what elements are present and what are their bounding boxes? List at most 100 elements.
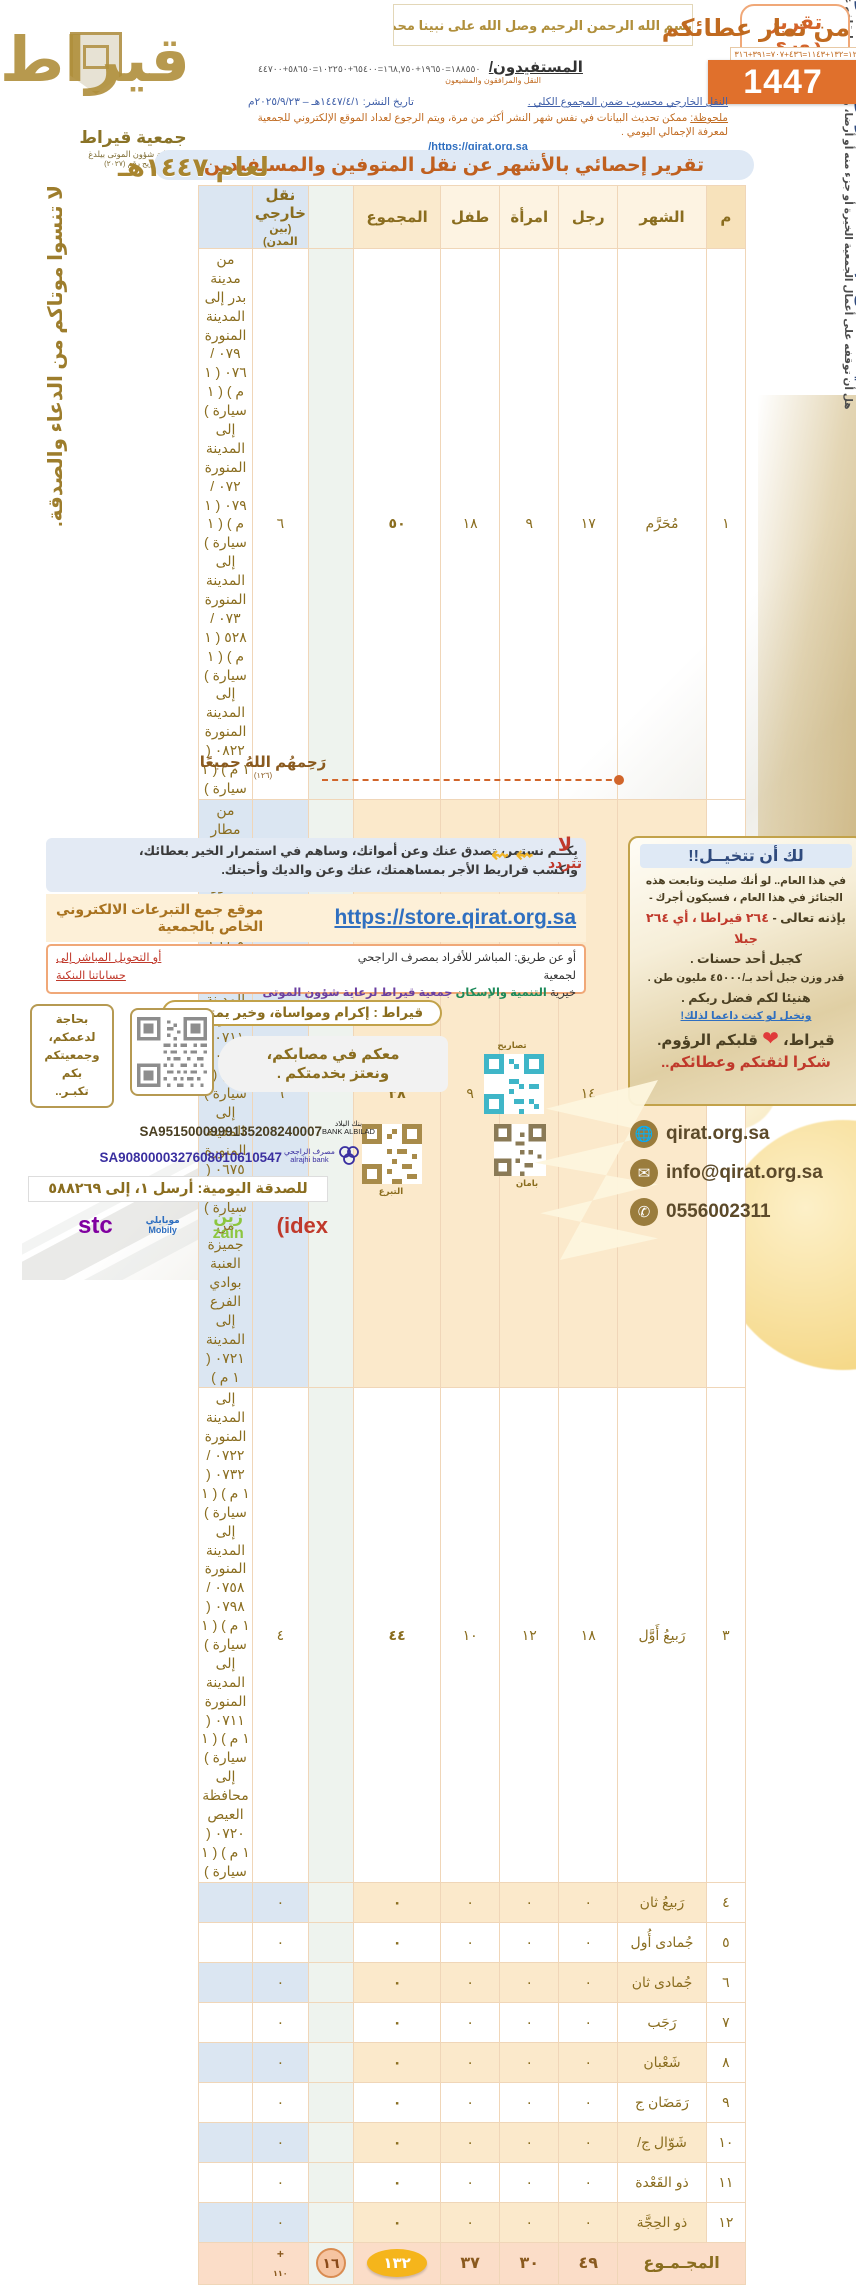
cell-total: ٠: [332, 2122, 419, 2162]
contact-email[interactable]: info@qirat.org.sa: [644, 1162, 801, 1184]
cell-month: رَمَضَان ج: [596, 2082, 685, 2122]
totals-label: المجـمـوع: [596, 2242, 724, 2284]
qirat-calligraphy-mark: قيراط: [38, 30, 168, 135]
footnote-label: ملحوظة:: [668, 113, 706, 124]
charity-option-2: التنمية والإسكان: [434, 987, 525, 999]
need-support-line4: بكم: [40, 1065, 60, 1083]
charity-option-3: جمعية قيراط لرعاية شؤون الموتى: [241, 987, 431, 999]
imagine-heading: لك أن تتخيــل!!: [618, 844, 830, 868]
cell-total: ٠: [332, 1962, 419, 2002]
table-row: ١١ ذو القَعْدة ٠ ٠ ٠ ٠ ٠: [177, 2162, 724, 2202]
table-row: ٨ شَعْبان ٠ ٠ ٠ ٠ ٠: [177, 2042, 724, 2082]
whatsapp-icon: ✆: [608, 1198, 636, 1226]
cell-women: ٠: [478, 1962, 537, 2002]
cell-external-detail: [177, 1962, 231, 2002]
totals-men: ٤٩: [537, 2242, 596, 2284]
cell-total: ٠: [332, 1882, 419, 1922]
cell-idx: ٣: [684, 1388, 723, 1882]
cell-month: ذو القَعْدة: [596, 2162, 685, 2202]
cell-women: ٠: [478, 2162, 537, 2202]
cell-total: ٠: [332, 2202, 419, 2242]
contact-row-phone[interactable]: 0556002311 ✆: [608, 1198, 838, 1226]
th-external-main: نقل خارجي: [231, 186, 286, 222]
daily-sadaqa-sms: للصدقة اليومية: أرسل ١، إلى ٥٨٨٢٦٩: [6, 1176, 306, 1202]
cell-ext: ٠: [230, 1882, 286, 1922]
cell-nationalities: [286, 2202, 331, 2242]
cell-child: ١٨: [419, 249, 478, 800]
cell-women: ٠: [478, 2002, 537, 2042]
cell-idx: ١٠: [684, 2122, 723, 2162]
envelope-icon: ✉: [608, 1159, 636, 1187]
th-external-sub: (بين المدن): [231, 222, 286, 248]
cell-idx: ٥: [684, 1922, 723, 1962]
cell-month: جُمادى أُول: [596, 1922, 685, 1962]
cell-men: ٠: [537, 1922, 596, 1962]
charity-word: لجمعية: [522, 970, 554, 982]
beneficiaries-subtitle: النقل والمرافقون والمشيعون: [236, 76, 706, 85]
cell-ext: ٠: [230, 2162, 286, 2202]
totals-external: +١١٠: [230, 2242, 286, 2284]
cell-month: رَجَب: [596, 2002, 685, 2042]
cell-women: ٩: [478, 249, 537, 800]
external-transport-note: النقل الخارجي محسوب ضمن المجموع الكلي .: [506, 96, 706, 108]
carrier-stc-logo: stc: [56, 1212, 91, 1240]
cell-nationalities: [286, 2122, 331, 2162]
accounts-label: حساباتنا البنكية: [34, 967, 104, 985]
need-support-line2: لدعمكم،: [27, 1029, 74, 1047]
decorative-dashed-line: [300, 779, 600, 781]
publish-date: تاريخ النشر: ١٤٤٧/٤/١هـ – ٢٠٢٥/٩/٢٣م: [226, 96, 392, 108]
cell-month: جُمادى ثان: [596, 1962, 685, 2002]
cell-child: ٠: [419, 2122, 478, 2162]
iban-alrajhi: SA9080000327608010610547: [0, 1150, 260, 1165]
contact-row-email[interactable]: info@qirat.org.sa ✉: [608, 1159, 838, 1187]
table-row: ١٠ شَوّال ج/٠ ٠ ٠ ٠ ٠: [177, 2122, 724, 2162]
contact-phone[interactable]: 0556002311: [644, 1201, 749, 1223]
cell-nationalities: [286, 1962, 331, 2002]
table-body: ١ مُحَرَّم ١٧ ٩ ١٨ ٥٠ ٦ من مدينة بدر إلى المدين…: [177, 249, 724, 2285]
qr-label-donate: التبرع: [334, 1186, 404, 1197]
store-url-label-line2: الخاص بالجمعية: [34, 918, 241, 935]
cell-external-detail: [177, 2082, 231, 2122]
cell-men: ٠: [537, 2002, 596, 2042]
with-you-message: معكم في مصابكم، ونعتز بخدمتكم .: [196, 1036, 426, 1092]
cell-women: ٠: [478, 2122, 537, 2162]
cell-child: ٠: [419, 1962, 478, 2002]
footnote-block: ملحوظة: ممكن تحديث البيانات في نفس شهر ا…: [206, 112, 706, 155]
cell-men: ٠: [537, 2082, 596, 2122]
totals-sum: ١٣٢: [332, 2242, 419, 2284]
table-totals-row: المجـمـوع ٤٩ ٣٠ ٣٧ ١٣٢ ١٦ +١١٠: [177, 2242, 724, 2284]
cell-idx: ٨: [684, 2042, 723, 2082]
rahimahum-note: رَحِمهُم اللهُ جميعًا (١٢٦): [176, 753, 306, 780]
decorative-gold-band: [736, 395, 856, 865]
qr-code-svg: [115, 1015, 185, 1089]
cell-external-detail: [177, 2042, 231, 2082]
date-and-external-note-row: النقل الخارجي محسوب ضمن المجموع الكلي . …: [226, 96, 706, 108]
th-total: المجموع: [332, 186, 419, 249]
imagine-thanks: شكرا لثقتكم وعطائكم..: [618, 1053, 830, 1071]
imagine-p2-highlight: ٢٦٤ قيراطا ، أي ٢٦٤ جبلا: [624, 911, 747, 946]
beneficiaries-label: المستفيدون/: [467, 59, 561, 76]
table-row: ٥ جُمادى أُول ٠ ٠ ٠ ٠ ٠: [177, 1922, 724, 1962]
contact-row-website[interactable]: qirat.org.sa 🌐: [608, 1120, 838, 1148]
cell-total: ٥٠: [332, 249, 419, 800]
cell-ext: ٠: [230, 2002, 286, 2042]
imagine-p2-pre: بإذنه تعالى -: [750, 911, 824, 925]
totals-child: ٣٧: [419, 2242, 478, 2284]
contact-website[interactable]: qirat.org.sa: [644, 1123, 747, 1145]
qr-label-baman: بامان: [470, 1178, 540, 1189]
carrier-mobily-logo: موبايلي Mobily: [124, 1216, 158, 1236]
with-you-line1: معكم في مصابكم،: [244, 1045, 377, 1065]
totals-equation: ١٢٧٥=١٣٢+١١٤٣=٤٣٦+٧٠٧=٣٩١+٣١٦: [708, 47, 848, 61]
cell-men: ١٧: [537, 249, 596, 800]
beneficiaries-numbers: ١٨٨٥٥٠=١٩٦٥٠+١٦٨,٧٥٠=٦٥٤٠٠+١٠٢٢٥٠=٥٨٦٥٠+…: [236, 64, 458, 75]
store-url-link[interactable]: https://store.qirat.org.sa: [312, 906, 554, 930]
hijri-year-stamp: 1447: [686, 60, 836, 104]
direct-transfer-text: أو عن طريق: المباشر للأفراد بمصرف الراجح…: [336, 949, 554, 967]
bank-alrajhi-logo: مصرف الراجحي alrajhi bank: [262, 1146, 338, 1166]
cell-child: ٠: [419, 2202, 478, 2242]
cell-nationalities: [286, 2082, 331, 2122]
need-support-line3: وجمعيتكم: [22, 1047, 77, 1065]
cell-child: ١٠: [419, 1388, 478, 1882]
qr-code-permits: [462, 1054, 522, 1114]
cell-ext: ٠: [230, 1922, 286, 1962]
